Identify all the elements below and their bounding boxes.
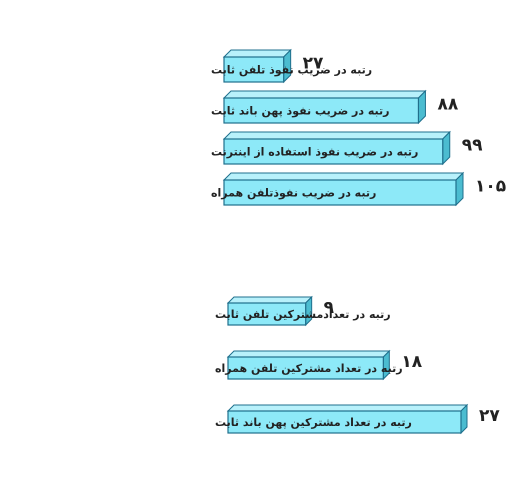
bar-penetration-0: [223, 56, 285, 83]
bar-penetration-1-top: [222, 90, 427, 99]
category-label-penetration-3: رتبه در ضریب نفوذتلفن همراه: [211, 187, 376, 200]
category-label-penetration-2: رتبه در ضریب نفوذ استفاده از اینترنت: [211, 146, 418, 159]
value-label-penetration-3: ۱۰۵: [475, 177, 506, 197]
value-label-subscribers-2: ۲۷: [479, 406, 500, 426]
value-label-penetration-0: ۲۷: [303, 54, 324, 74]
value-label-penetration-1: ۸۸: [437, 95, 458, 115]
bar-subscribers-2-top: [226, 404, 469, 412]
category-label-penetration-1: رتبه در ضریب نفوذ پهن باند ثابت: [211, 105, 390, 118]
category-label-subscribers-2: رتبه در تعداد مشترکین پهن باند ثابت: [215, 416, 412, 429]
value-label-subscribers-1: ۱۸: [401, 352, 422, 372]
bar-penetration-3-top: [222, 172, 465, 181]
bar-penetration-1: [223, 97, 420, 124]
value-label-penetration-2: ۹۹: [462, 136, 483, 156]
bar-subscribers-2: [227, 410, 462, 434]
bar-penetration-3: [223, 179, 457, 206]
value-label-subscribers-0: ۹: [324, 298, 335, 318]
category-label-subscribers-1: رتبه در تعداد مشترکین تلفن همراه: [215, 362, 403, 375]
category-label-subscribers-0: رتبه در تعدادمشترکین تلفن ثابت: [215, 308, 391, 321]
bar-penetration-2-top: [222, 131, 451, 140]
category-label-penetration-0: رتبه در ضریب نفوذ تلفن ثابت: [211, 64, 372, 77]
bar-subscribers-0: [227, 302, 307, 326]
bar-subscribers-0-top: [226, 296, 313, 304]
bar-penetration-0-top: [222, 49, 292, 58]
bar-penetration-2: [223, 138, 444, 165]
bar-subscribers-1: [227, 356, 384, 380]
bar-subscribers-1-top: [226, 350, 391, 358]
